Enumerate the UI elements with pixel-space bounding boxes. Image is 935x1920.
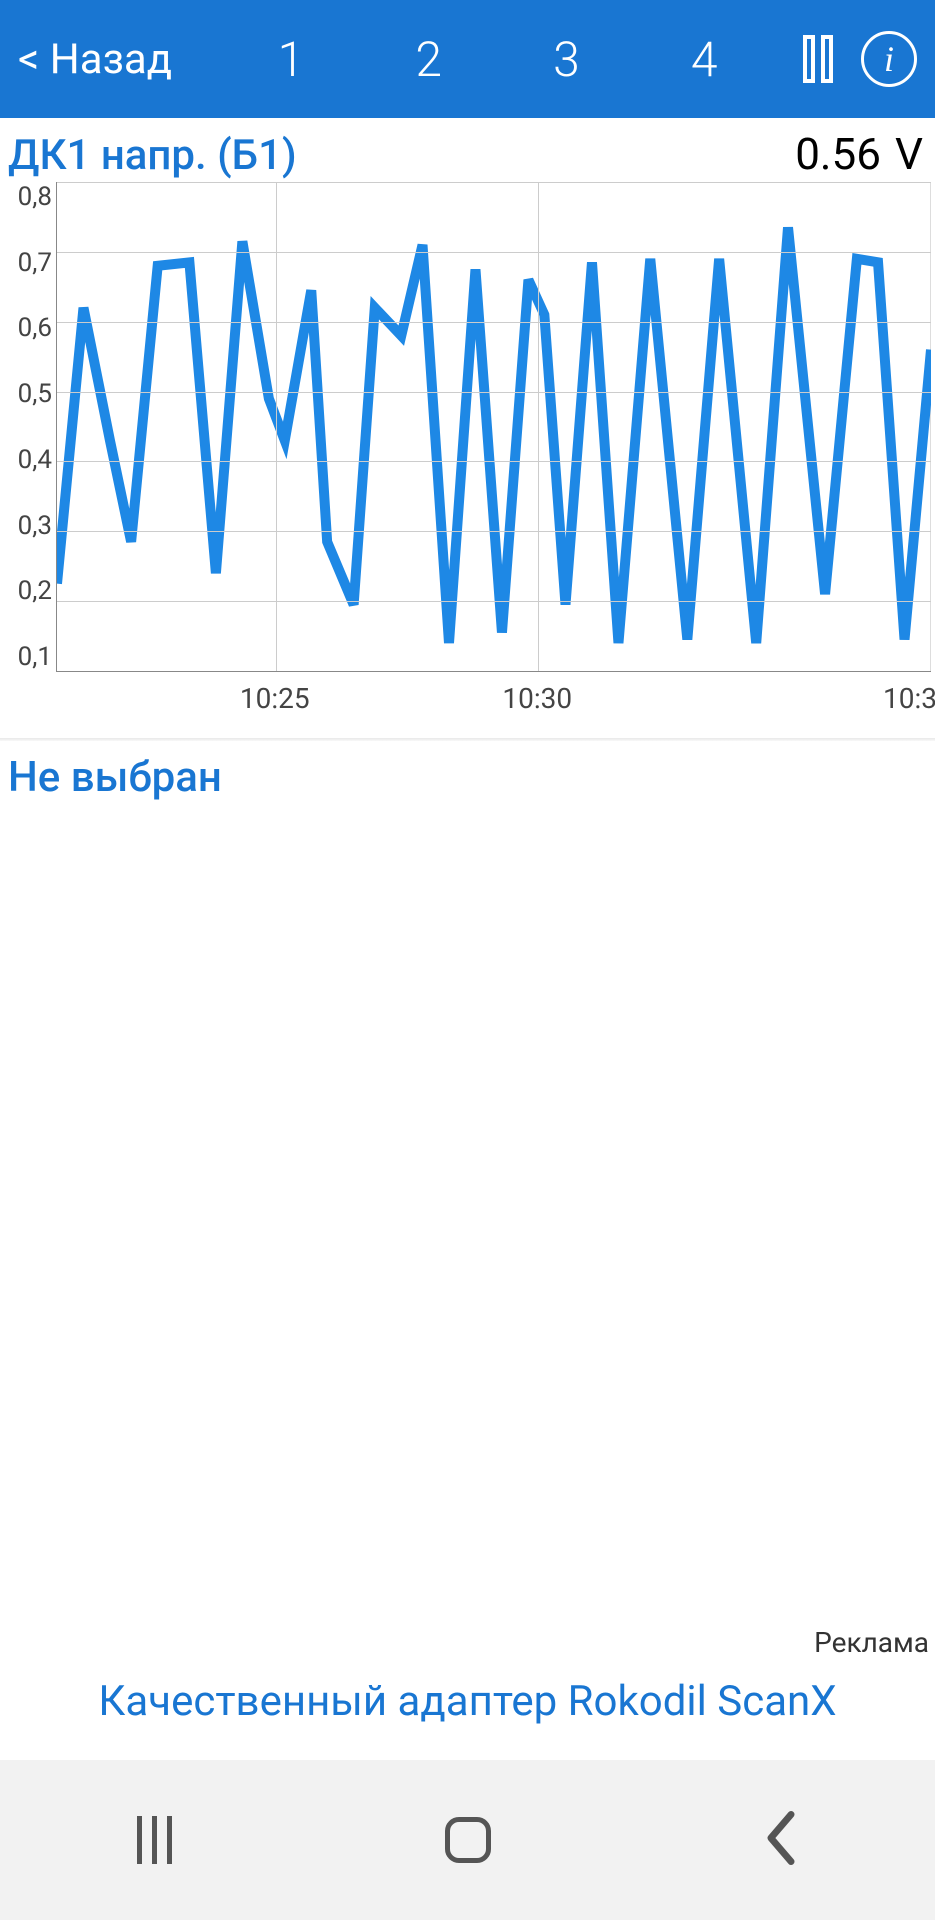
ad-label: Реклама bbox=[0, 1626, 935, 1659]
y-tick-label: 0,3 bbox=[0, 511, 52, 541]
y-tick-label: 0,7 bbox=[0, 248, 52, 278]
x-tick-label: 10:30 bbox=[502, 682, 572, 715]
chart-value-number: 0.56 bbox=[795, 128, 881, 180]
chart-value-unit: V bbox=[895, 128, 923, 180]
nav-recent-icon[interactable] bbox=[137, 1816, 172, 1864]
x-tick-label: 10:35 bbox=[883, 682, 935, 715]
y-tick-label: 0,5 bbox=[0, 379, 52, 409]
chart-panel-2-empty[interactable]: Не выбран bbox=[0, 741, 935, 814]
y-tick-label: 0,2 bbox=[0, 576, 52, 606]
nav-back-icon[interactable] bbox=[764, 1811, 798, 1869]
tab-2[interactable]: 2 bbox=[415, 31, 442, 88]
tab-1[interactable]: 1 bbox=[278, 31, 305, 88]
tab-bar: 1 2 3 4 bbox=[172, 31, 803, 88]
chart-line bbox=[57, 182, 931, 671]
header-actions: i bbox=[803, 31, 917, 87]
tab-4[interactable]: 4 bbox=[691, 31, 718, 88]
chart-plot bbox=[56, 182, 931, 672]
ad-area: Реклама Качественный адаптер Rokodil Sca… bbox=[0, 1626, 935, 1760]
chart-area[interactable]: 0,8 0,7 0,6 0,5 0,4 0,3 0,2 0,1 10:25 10:30 10:35 bbox=[0, 182, 935, 732]
y-tick-label: 0,6 bbox=[0, 313, 52, 343]
nav-home-icon[interactable] bbox=[445, 1817, 491, 1863]
y-tick-label: 0,8 bbox=[0, 182, 52, 212]
ad-link[interactable]: Качественный адаптер Rokodil ScanX bbox=[0, 1659, 935, 1760]
info-icon[interactable]: i bbox=[861, 31, 917, 87]
y-tick-label: 0,4 bbox=[0, 445, 52, 475]
chart-header: ДК1 напр. (Б1) 0.56 V bbox=[0, 128, 935, 180]
y-tick-label: 0,1 bbox=[0, 642, 52, 672]
chart-current-value: 0.56 V bbox=[795, 128, 923, 180]
back-button[interactable]: < Назад bbox=[18, 35, 172, 84]
chart-title[interactable]: ДК1 напр. (Б1) bbox=[8, 131, 297, 180]
y-axis: 0,8 0,7 0,6 0,5 0,4 0,3 0,2 0,1 bbox=[0, 182, 56, 672]
x-axis: 10:2510:3010:35 bbox=[56, 682, 931, 712]
tab-3[interactable]: 3 bbox=[553, 31, 580, 88]
x-tick-label: 10:25 bbox=[240, 682, 310, 715]
app-header: < Назад 1 2 3 4 i bbox=[0, 0, 935, 118]
android-navbar bbox=[0, 1760, 935, 1920]
chart-panel-1: ДК1 напр. (Б1) 0.56 V 0,8 0,7 0,6 0,5 0,4 0,3… bbox=[0, 118, 935, 732]
pause-icon[interactable] bbox=[803, 35, 833, 83]
